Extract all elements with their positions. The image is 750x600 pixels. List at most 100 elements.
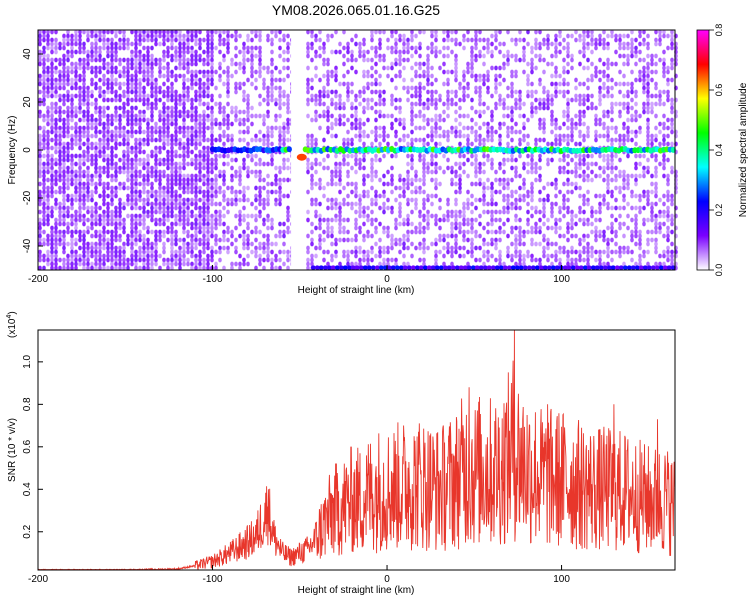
spectrogram-cell bbox=[46, 121, 50, 127]
spectrogram-cell bbox=[62, 121, 66, 127]
spectrogram-cell bbox=[46, 197, 50, 203]
spectrogram-cell bbox=[138, 57, 142, 63]
spectrogram-cell bbox=[102, 77, 106, 83]
spectrogram-cell bbox=[66, 125, 70, 131]
spectrogram-cell bbox=[430, 73, 434, 79]
spectrogram-cell bbox=[210, 57, 214, 63]
spectrogram-cell bbox=[418, 101, 422, 107]
spectrogram-cell bbox=[398, 193, 402, 199]
spectrogram-cell bbox=[526, 201, 530, 207]
spectrogram-cell bbox=[242, 217, 246, 223]
spectrogram-cell bbox=[62, 41, 66, 47]
spectrogram-cell bbox=[90, 77, 94, 83]
spectrogram-cell bbox=[590, 105, 594, 111]
spectrogram-cell bbox=[358, 137, 362, 143]
spectrogram-cell bbox=[282, 57, 286, 63]
spectrogram-cell bbox=[258, 113, 262, 119]
spectrogram-cell bbox=[542, 237, 546, 243]
spectrogram-cell bbox=[126, 57, 130, 63]
spectrogram-cell bbox=[346, 129, 350, 135]
spectrogram-cell bbox=[42, 33, 46, 39]
spectrogram-cell bbox=[426, 225, 430, 231]
spectrogram-cell bbox=[422, 181, 426, 187]
spectrogram-cell bbox=[442, 69, 446, 75]
spectrogram-cell bbox=[170, 85, 174, 91]
spectrogram-cell bbox=[86, 189, 90, 195]
spectrogram-cell bbox=[338, 229, 342, 235]
spectrogram-cell bbox=[222, 173, 226, 179]
spectrogram-cell bbox=[106, 153, 110, 159]
spectrogram-cell bbox=[286, 65, 290, 71]
spectrogram-cell bbox=[578, 49, 582, 55]
spectrogram-cell bbox=[522, 69, 526, 75]
spectrogram-cell bbox=[46, 73, 50, 79]
spectrogram-cell bbox=[518, 141, 522, 147]
spectrogram-cell bbox=[126, 117, 130, 123]
spectrogram-cell bbox=[62, 117, 66, 123]
spectrogram-cell bbox=[586, 65, 590, 71]
spectrogram-cell bbox=[110, 149, 114, 155]
spectrogram-cell bbox=[174, 129, 178, 135]
spectrogram-cell bbox=[102, 201, 106, 207]
spectrogram-cell bbox=[534, 97, 538, 103]
spectrogram-cell bbox=[42, 189, 46, 195]
spectrogram-cell bbox=[210, 165, 214, 171]
spectrogram-cell bbox=[86, 121, 90, 127]
spectrogram-cell bbox=[118, 237, 122, 243]
spectrogram-cell bbox=[66, 49, 70, 55]
spectrogram-cell bbox=[386, 197, 390, 203]
spectrogram-cell bbox=[54, 65, 58, 71]
spectrogram-cell bbox=[206, 73, 210, 79]
spectrogram-cell bbox=[442, 133, 446, 139]
spectrogram-cell bbox=[282, 249, 286, 255]
spectrogram-cell bbox=[158, 73, 162, 79]
spectrogram-cell bbox=[402, 221, 406, 227]
spectrogram-cell bbox=[366, 117, 370, 123]
spectrogram-cell bbox=[590, 161, 594, 167]
spectrogram-cell bbox=[362, 237, 366, 243]
spectrogram-cell bbox=[54, 117, 58, 123]
spectrogram-cell bbox=[170, 81, 174, 87]
spectrogram-cell bbox=[198, 69, 202, 75]
spectrogram-cell bbox=[86, 217, 90, 223]
spectrogram-cell bbox=[90, 245, 94, 251]
spectrogram-cell bbox=[582, 177, 586, 183]
spectrogram-cell bbox=[530, 113, 534, 119]
spectrogram-cell bbox=[150, 45, 154, 51]
spectrogram-cell bbox=[90, 65, 94, 71]
spectrogram-cell bbox=[202, 201, 206, 207]
spectrogram-cell bbox=[478, 113, 482, 119]
spectrogram-cell bbox=[154, 81, 158, 87]
spectrogram-cell bbox=[66, 229, 70, 235]
spectrogram-cell bbox=[330, 33, 334, 39]
spectrogram-cell bbox=[198, 93, 202, 99]
spectrogram-cell bbox=[262, 65, 266, 71]
spectrogram-cell bbox=[574, 185, 578, 191]
spectrogram-cell bbox=[454, 77, 458, 83]
spectrogram-cell bbox=[126, 145, 130, 151]
spectrogram-cell bbox=[98, 253, 102, 259]
spectrogram-cell bbox=[162, 117, 166, 123]
spectrogram-cell bbox=[434, 169, 438, 175]
spectrogram-cell bbox=[66, 165, 70, 171]
spectrogram-cell bbox=[186, 125, 190, 131]
spectrogram-cell bbox=[222, 37, 226, 43]
spectrogram-cell bbox=[494, 37, 498, 43]
spectrogram-cell bbox=[178, 165, 182, 171]
spectrogram-cell bbox=[178, 145, 182, 151]
spectrogram-cell bbox=[430, 169, 434, 175]
spectrogram-cell bbox=[386, 249, 390, 255]
spectrogram-cell bbox=[46, 209, 50, 215]
spectrogram-cell bbox=[86, 209, 90, 215]
spectrogram-cell bbox=[74, 69, 78, 75]
spectrogram-cell bbox=[206, 125, 210, 131]
spectrogram-cell bbox=[198, 261, 202, 267]
spectrogram-cell bbox=[166, 53, 170, 59]
spectrogram-cell bbox=[318, 125, 322, 131]
spectrogram-cell bbox=[90, 145, 94, 151]
spectrogram-cell bbox=[510, 73, 514, 79]
spectrogram-cell bbox=[490, 253, 494, 259]
spectrogram-cell bbox=[586, 33, 590, 39]
spectrogram-cell bbox=[242, 97, 246, 103]
spectrogram-cell bbox=[50, 137, 54, 143]
